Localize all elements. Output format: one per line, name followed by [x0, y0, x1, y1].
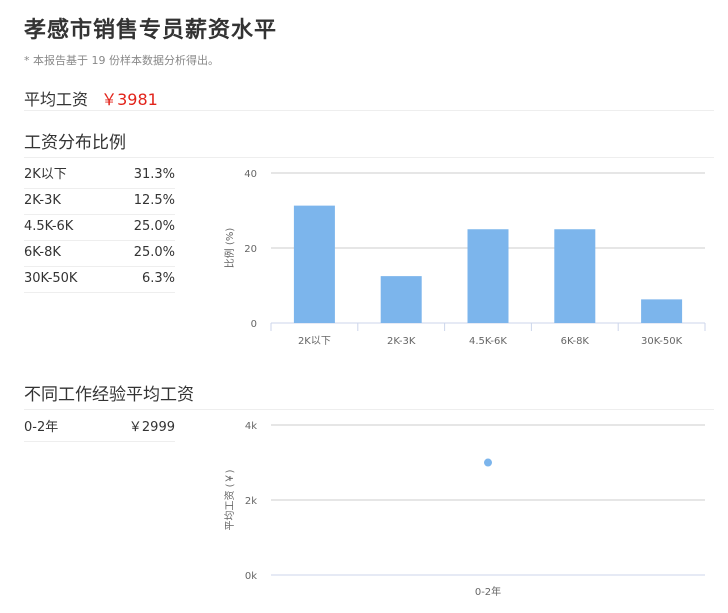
average-salary-row: 平均工资 ￥3981 — [24, 86, 714, 111]
experience-section-title: 不同工作经验平均工资 — [24, 380, 714, 410]
row-value: 25.0% — [133, 245, 175, 260]
y-axis-title: 平均工资 (￥) — [224, 469, 236, 530]
average-salary-label: 平均工资 — [24, 90, 89, 109]
page-title: 孝感市销售专员薪资水平 — [24, 18, 278, 43]
bar — [554, 229, 596, 323]
row-value: ￥2999 — [128, 420, 175, 435]
row-label: 2K以下 — [24, 167, 67, 182]
table-row: 6K-8K 25.0% — [24, 241, 175, 267]
distribution-table: 2K以下 31.3% 2K-3K 12.5% 4.5K-6K 25.0% 6K-… — [24, 163, 175, 293]
bar — [293, 205, 335, 323]
y-tick-label: 0 — [251, 319, 257, 330]
table-row: 0-2年 ￥2999 — [24, 416, 175, 442]
row-value: 31.3% — [133, 167, 175, 182]
experience-table: 0-2年 ￥2999 — [24, 416, 175, 442]
y-axis-title: 比例 (%) — [223, 228, 236, 269]
row-value: 25.0% — [133, 219, 175, 234]
table-row: 30K-50K 6.3% — [24, 267, 175, 293]
row-label: 0-2年 — [24, 420, 59, 435]
row-label: 6K-8K — [24, 245, 61, 260]
bar — [380, 276, 422, 323]
y-tick-label: 4k — [245, 421, 257, 432]
table-row: 4.5K-6K 25.0% — [24, 215, 175, 241]
x-tick-label: 30K-50K — [641, 336, 683, 347]
row-label: 30K-50K — [24, 271, 78, 286]
y-tick-label: 40 — [244, 169, 257, 180]
y-tick-label: 0k — [245, 571, 257, 582]
y-tick-label: 2k — [245, 496, 257, 507]
data-point — [484, 458, 492, 467]
row-value: 12.5% — [133, 193, 175, 208]
x-tick-label: 2K-3K — [387, 336, 416, 347]
x-tick-label: 2K以下 — [298, 336, 331, 347]
x-tick-label: 0-2年 — [475, 585, 501, 598]
x-tick-label: 6K-8K — [561, 336, 590, 347]
row-label: 4.5K-6K — [24, 219, 74, 234]
sample-note: * 本报告基于 19 份样本数据分析得出。 — [24, 54, 219, 67]
bar — [641, 299, 683, 323]
x-tick-label: 4.5K-6K — [469, 336, 507, 347]
table-row: 2K以下 31.3% — [24, 163, 175, 189]
row-label: 2K-3K — [24, 193, 61, 208]
table-row: 2K-3K 12.5% — [24, 189, 175, 215]
average-salary-value: ￥3981 — [101, 90, 158, 109]
y-tick-label: 20 — [244, 244, 257, 255]
distribution-section-title: 工资分布比例 — [24, 128, 714, 158]
row-value: 6.3% — [141, 271, 175, 286]
bar — [467, 229, 509, 323]
